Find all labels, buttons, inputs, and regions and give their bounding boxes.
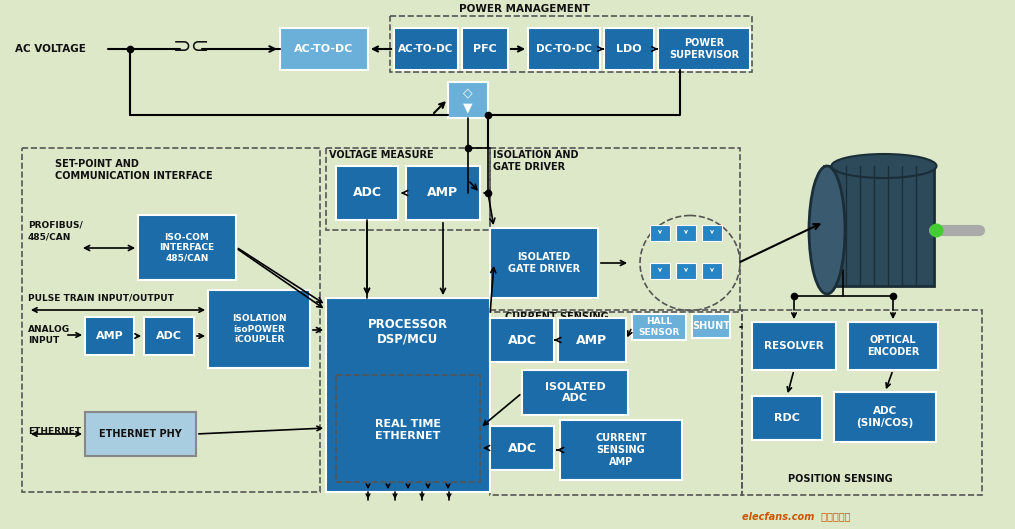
Text: AMP: AMP xyxy=(577,333,608,346)
Text: ANALOG
INPUT: ANALOG INPUT xyxy=(28,325,70,345)
Text: SHUNT: SHUNT xyxy=(692,321,730,331)
Bar xyxy=(604,28,654,70)
Text: ISOLATED
ADC: ISOLATED ADC xyxy=(545,382,605,403)
Text: AMP: AMP xyxy=(95,331,124,341)
Text: ADC: ADC xyxy=(156,331,182,341)
Text: HALL
SENSOR: HALL SENSOR xyxy=(638,317,680,336)
Bar xyxy=(490,310,742,495)
Bar xyxy=(632,314,686,340)
Text: PROCESSOR
DSP/MCU: PROCESSOR DSP/MCU xyxy=(367,318,448,346)
Text: ⊃⊂: ⊃⊂ xyxy=(173,37,210,57)
Bar xyxy=(85,317,134,355)
Bar xyxy=(326,298,490,492)
Bar xyxy=(138,215,236,280)
Bar xyxy=(752,322,836,370)
Bar xyxy=(490,426,554,470)
Bar xyxy=(208,290,310,368)
Bar xyxy=(490,148,740,312)
Text: VOLTAGE MEASURE: VOLTAGE MEASURE xyxy=(329,150,433,160)
Text: PFC: PFC xyxy=(473,44,497,54)
Bar xyxy=(752,396,822,440)
Text: RDC: RDC xyxy=(774,413,800,423)
Text: POWER MANAGEMENT: POWER MANAGEMENT xyxy=(459,4,590,14)
Bar xyxy=(742,310,982,495)
Bar xyxy=(522,370,628,415)
Text: AC VOLTAGE: AC VOLTAGE xyxy=(15,44,86,54)
Bar xyxy=(848,322,938,370)
Bar xyxy=(650,263,670,279)
Text: AMP: AMP xyxy=(427,187,459,199)
Bar xyxy=(336,166,398,220)
Bar xyxy=(448,82,488,118)
Text: PROFIBUS/: PROFIBUS/ xyxy=(28,221,83,230)
Text: ISOLATION
isoPOWER
iCOUPLER: ISOLATION isoPOWER iCOUPLER xyxy=(231,314,286,344)
Text: ISOLATION AND
GATE DRIVER: ISOLATION AND GATE DRIVER xyxy=(493,150,579,171)
Bar xyxy=(658,28,750,70)
Bar xyxy=(702,225,722,241)
Bar xyxy=(676,263,696,279)
Bar xyxy=(144,317,194,355)
Bar xyxy=(326,148,490,230)
Text: ETHERNET PHY: ETHERNET PHY xyxy=(99,429,182,439)
Text: SET-POINT AND
COMMUNICATION INTERFACE: SET-POINT AND COMMUNICATION INTERFACE xyxy=(55,159,212,180)
Bar xyxy=(390,16,752,72)
Bar xyxy=(394,28,458,70)
Text: ADC: ADC xyxy=(508,333,537,346)
Text: DC-TO-DC: DC-TO-DC xyxy=(536,44,592,54)
Ellipse shape xyxy=(831,154,937,178)
Bar xyxy=(336,375,480,482)
Bar xyxy=(406,166,480,220)
Text: LDO: LDO xyxy=(616,44,641,54)
Bar xyxy=(22,148,320,492)
Text: CURRENT SENSING: CURRENT SENSING xyxy=(505,312,609,322)
Text: ISO-COM
INTERFACE
485/CAN: ISO-COM INTERFACE 485/CAN xyxy=(159,233,214,262)
Bar xyxy=(824,166,934,286)
Bar xyxy=(702,263,722,279)
Bar xyxy=(834,392,936,442)
Text: POWER
SUPERVISOR: POWER SUPERVISOR xyxy=(669,38,739,60)
Bar xyxy=(558,318,626,362)
Bar xyxy=(85,412,196,456)
Text: AC-TO-DC: AC-TO-DC xyxy=(398,44,454,54)
Bar xyxy=(462,28,508,70)
Text: ADC
(SIN/COS): ADC (SIN/COS) xyxy=(857,406,914,428)
Ellipse shape xyxy=(809,166,845,294)
Bar xyxy=(560,420,682,480)
Text: ◇
▼: ◇ ▼ xyxy=(463,86,473,114)
Text: POSITION SENSING: POSITION SENSING xyxy=(788,474,892,484)
Text: REAL TIME
ETHERNET: REAL TIME ETHERNET xyxy=(375,419,441,441)
Text: AC-TO-DC: AC-TO-DC xyxy=(294,44,353,54)
Text: CURRENT
SENSING
AMP: CURRENT SENSING AMP xyxy=(595,433,647,467)
Bar xyxy=(692,314,730,338)
Text: ADC: ADC xyxy=(352,187,382,199)
Bar xyxy=(528,28,600,70)
Text: ETHERNET: ETHERNET xyxy=(28,427,81,436)
Text: ADC: ADC xyxy=(508,442,537,454)
Bar xyxy=(280,28,368,70)
Text: OPTICAL
ENCODER: OPTICAL ENCODER xyxy=(867,335,920,357)
Bar xyxy=(676,225,696,241)
Text: PULSE TRAIN INPUT/OUTPUT: PULSE TRAIN INPUT/OUTPUT xyxy=(28,294,174,303)
Bar xyxy=(650,225,670,241)
Text: 485/CAN: 485/CAN xyxy=(28,233,71,242)
Text: RESOLVER: RESOLVER xyxy=(764,341,824,351)
Bar xyxy=(490,318,554,362)
Bar xyxy=(490,228,598,298)
Text: ISOLATED
GATE DRIVER: ISOLATED GATE DRIVER xyxy=(508,252,580,274)
Text: elecfans.com  电子发烧友: elecfans.com 电子发烧友 xyxy=(742,511,851,521)
